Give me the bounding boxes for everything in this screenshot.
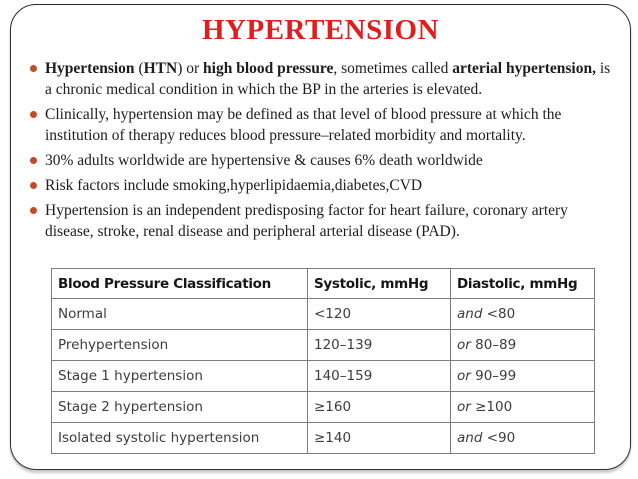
systolic-cell: 140–159: [307, 360, 451, 392]
bullet-text-segment: Hypertension: [45, 60, 135, 77]
diastolic-cell: or ≥100: [450, 391, 595, 423]
bullet-item: 30% adults worldwide are hypertensive & …: [27, 150, 616, 171]
bullet-text-segment: high blood pressure: [203, 60, 334, 77]
bullet-text-segment: HTN: [143, 60, 178, 77]
table-row: Stage 2 hypertension ≥160 or ≥100: [51, 391, 595, 423]
diastolic-cell: and <80: [450, 298, 595, 330]
bullet-text-segment: 30% adults worldwide are hypertensive & …: [45, 152, 483, 169]
bullet-item: Risk factors include smoking,hyperlipida…: [27, 175, 616, 196]
diastolic-conjunction: and: [457, 430, 483, 446]
bullet-item: Hypertension (HTN) or high blood pressur…: [27, 58, 616, 100]
classification-cell: Prehypertension: [51, 329, 308, 361]
bullet-text-segment: (: [134, 60, 144, 77]
slide-title: HYPERTENSION: [201, 14, 440, 46]
bullet-text-segment: Risk factors include smoking,hyperlipida…: [45, 177, 423, 194]
bullet-dot-icon: [30, 111, 37, 118]
diastolic-conjunction: and: [457, 306, 483, 322]
bullet-dot-icon: [30, 157, 37, 164]
table-header-cell: Blood Pressure Classification: [51, 268, 308, 299]
table-body: Normal <120 and <80 Prehypertension 120–139 o…: [51, 298, 595, 454]
table-header-cell: Diastolic, mmHg: [450, 268, 595, 299]
bullet-item: Hypertension is an independent predispos…: [27, 200, 616, 242]
diastolic-conjunction: or: [457, 399, 471, 415]
blood-pressure-table: Blood Pressure Classification Systolic, m…: [51, 268, 595, 454]
classification-cell: Stage 1 hypertension: [51, 360, 308, 392]
bullet-text-segment: arterial hypertension,: [452, 60, 596, 77]
table-row: Normal <120 and <80: [51, 298, 595, 330]
bullet-dot-icon: [30, 182, 37, 189]
table-row: Isolated systolic hypertension ≥140 and <9…: [51, 422, 595, 454]
table-row: Stage 1 hypertension 140–159 or 90–99: [51, 360, 595, 392]
systolic-cell: ≥160: [307, 391, 451, 423]
bullet-dot-icon: [30, 65, 37, 72]
table-header-cell: Systolic, mmHg: [307, 268, 451, 299]
classification-cell: Normal: [51, 298, 308, 330]
diastolic-cell: or 80–89: [450, 329, 595, 361]
diastolic-cell: or 90–99: [450, 360, 595, 392]
diastolic-conjunction: or: [457, 368, 471, 384]
systolic-cell: <120: [307, 298, 451, 330]
bullet-item: Clinically, hypertension may be defined …: [27, 104, 616, 146]
classification-cell: Stage 2 hypertension: [51, 391, 308, 423]
bullet-text-segment: is a chronic medical condition in which …: [45, 60, 611, 98]
bullet-text-segment: ) or: [177, 60, 204, 77]
classification-cell: Isolated systolic hypertension: [51, 422, 308, 454]
systolic-cell: 120–139: [307, 329, 451, 361]
table-header-row: Blood Pressure Classification Systolic, m…: [51, 268, 595, 299]
table-row: Prehypertension 120–139 or 80–89: [51, 329, 595, 361]
bullet-text-segment: Hypertension is an independent predispos…: [45, 202, 568, 240]
diastolic-conjunction: or: [457, 337, 471, 353]
bullet-text-segment: , sometimes called: [333, 60, 453, 77]
diastolic-cell: and <90: [450, 422, 595, 454]
systolic-cell: ≥140: [307, 422, 451, 454]
bullet-dot-icon: [30, 207, 37, 214]
slide: HYPERTENSION Hypertension (HTN) or high …: [10, 4, 631, 470]
bullet-text-segment: Clinically, hypertension may be defined …: [45, 106, 562, 144]
bullet-list: Hypertension (HTN) or high blood pressur…: [27, 58, 616, 242]
